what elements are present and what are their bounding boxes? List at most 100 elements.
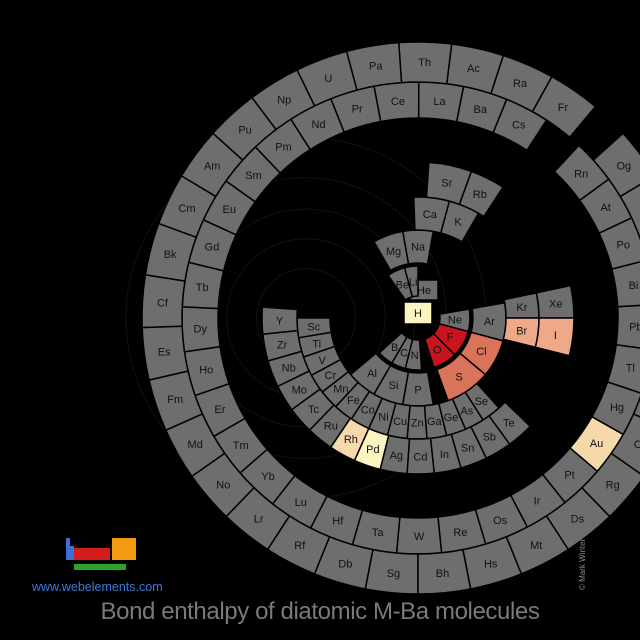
element-cell-cd: Cd: [406, 437, 436, 475]
element-cell-shape: [610, 412, 640, 475]
element-symbol: Bk: [164, 249, 177, 261]
element-symbol: Mg: [386, 246, 401, 258]
element-symbol: Ru: [324, 421, 338, 433]
element-cell-shape: [531, 75, 597, 139]
element-cell-br: Br: [502, 317, 540, 349]
element-cell-shape: [610, 261, 640, 308]
element-symbol: O: [433, 345, 442, 357]
element-cell-ru: Ru: [308, 403, 352, 449]
element-cell-np: Np: [250, 68, 316, 131]
element-cell-shape: [372, 230, 410, 272]
element-cell-shape: [423, 332, 456, 369]
element-symbol: Pt: [564, 470, 574, 482]
element-cell-kr: Kr: [503, 291, 540, 319]
element-symbol: Nb: [282, 363, 296, 375]
website-link[interactable]: www.webelements.com: [32, 580, 163, 594]
element-cell-be: Be: [387, 266, 414, 302]
element-cell-y: Y: [261, 306, 299, 336]
element-symbol: Es: [158, 346, 171, 358]
element-cell-rg: Rg: [580, 452, 640, 518]
element-symbol: Sm: [245, 170, 262, 182]
element-symbol: Lu: [295, 497, 307, 509]
element-symbol: Rb: [473, 189, 487, 201]
element-symbol: Mt: [530, 540, 542, 552]
element-cell-th: Th: [397, 41, 453, 85]
element-cell-shape: [148, 370, 204, 432]
element-symbol: Pd: [366, 444, 379, 456]
element-symbol: Np: [277, 95, 291, 107]
element-cell-shape: [250, 68, 316, 131]
element-cell-mg: Mg: [372, 230, 410, 272]
element-cell-nh: Nh: [632, 395, 640, 418]
element-cell-db: Db: [313, 535, 374, 590]
element-cell-shape: [397, 41, 453, 85]
element-symbol: Dy: [194, 324, 208, 336]
element-cell-shape: [505, 514, 570, 575]
chart-title: Bond enthalpy of diatomic M-Ba molecules: [100, 598, 540, 625]
element-cell-shape: [313, 535, 374, 590]
element-symbol: Th: [418, 57, 431, 69]
element-cell-shape: [379, 434, 411, 475]
element-symbol: Ar: [484, 316, 495, 328]
element-symbol: Bi: [629, 280, 639, 292]
element-symbol: P: [414, 385, 421, 397]
element-symbol: N: [411, 350, 419, 362]
element-cell-shape: [180, 132, 244, 198]
element-cell-shape: [387, 266, 414, 302]
element-cell-shape: [615, 304, 640, 349]
element-symbol: Ag: [390, 450, 403, 462]
element-symbol: F: [447, 332, 454, 344]
element-symbol: Ta: [372, 527, 385, 539]
element-symbol: Db: [338, 558, 352, 570]
element-cell-shape: [401, 229, 435, 265]
element-cell-shape: [308, 403, 352, 449]
element-cell-shape: [345, 41, 403, 91]
element-symbol: Nd: [311, 119, 325, 131]
element-cell-shape: [580, 452, 640, 518]
element-symbol: Cs: [512, 120, 526, 132]
element-symbol: Ba: [474, 104, 488, 116]
element-symbol: Pr: [352, 104, 363, 116]
element-cell-shape: [553, 144, 610, 202]
element-symbol: He: [417, 285, 431, 297]
element-symbol: Be: [396, 279, 409, 291]
element-cell-tb: Tb: [181, 261, 225, 310]
element-symbol: Cm: [178, 203, 195, 215]
element-symbol: Hs: [484, 558, 498, 570]
element-symbol: S: [455, 372, 462, 384]
element-symbol: Te: [503, 418, 515, 430]
element-cell-es: Es: [141, 325, 189, 381]
element-symbol: Au: [590, 438, 603, 450]
element-cell-n: N: [404, 338, 423, 371]
element-cell-tl: Tl: [606, 343, 640, 394]
element-symbol: Xe: [549, 299, 562, 311]
element-symbol: La: [433, 96, 446, 108]
element-cell-shape: [417, 548, 472, 595]
element-symbol: Sc: [307, 322, 320, 334]
element-symbol: Re: [453, 527, 467, 539]
element-symbol: Gd: [205, 242, 220, 254]
element-symbol: B: [391, 342, 398, 354]
element-symbol: Ce: [391, 96, 405, 108]
element-symbol: Pa: [369, 61, 383, 73]
element-cell-nb: Nb: [267, 350, 311, 388]
element-cell-ac: Ac: [445, 43, 505, 95]
element-cell-am: Am: [180, 132, 244, 198]
element-symbol: Sn: [461, 442, 474, 454]
element-cell-tc: Tc: [290, 388, 336, 432]
element-cell-mt: Mt: [505, 514, 570, 575]
element-cell-shape: [164, 412, 226, 478]
element-cell-shape: [404, 338, 423, 371]
element-symbol: Zr: [277, 339, 288, 351]
element-cell-shape: [489, 54, 553, 113]
element-symbol: Cu: [393, 416, 407, 428]
element-cell-shape: [425, 161, 473, 206]
element-symbol: Cd: [413, 451, 427, 463]
element-symbol: Ho: [199, 365, 213, 377]
element-cell-la: La: [417, 81, 465, 123]
element-cell-mo: Mo: [276, 370, 322, 411]
element-cell-xe: Xe: [535, 284, 575, 319]
element-cell-ba: Ba: [455, 85, 508, 134]
element-cell-pd: Pd: [353, 427, 390, 471]
